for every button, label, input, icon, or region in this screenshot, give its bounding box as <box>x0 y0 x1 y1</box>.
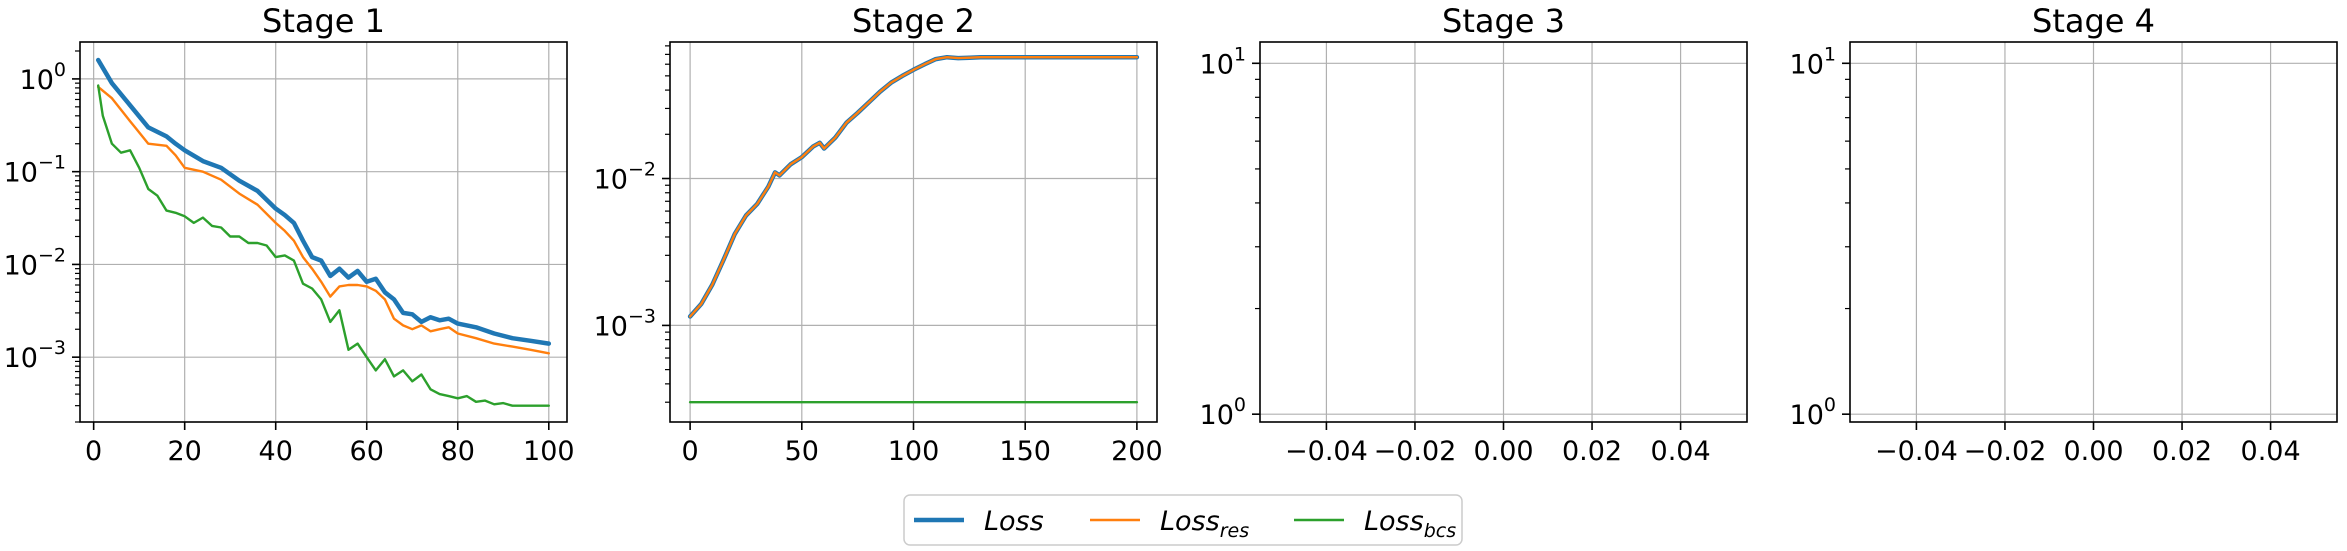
y-tick-label: 100 <box>1200 394 1246 431</box>
y-tick-base: 10 <box>4 343 38 374</box>
y-tick-base: 10 <box>1200 400 1234 431</box>
legend-entry-loss: Loss <box>914 506 1044 537</box>
y-tick-label: 10−3 <box>4 337 66 374</box>
y-tick-label: 101 <box>1200 43 1246 80</box>
subplot-title: Stage 1 <box>262 2 385 40</box>
legend-label-base: Loss <box>984 506 1044 537</box>
legend: Loss Lossres Lossbcs <box>903 494 1463 546</box>
x-tick-label: 50 <box>785 436 819 467</box>
y-tick-label: 100 <box>20 59 66 96</box>
x-tick-label: −0.02 <box>1374 436 1457 467</box>
y-tick-exponent: 0 <box>1824 394 1836 416</box>
x-tick-label: −0.04 <box>1875 436 1958 467</box>
subplots: Stage 10 20 40 60 80 10010−310−210−1100Stage … <box>4 2 2338 467</box>
y-tick-base: 10 <box>594 165 628 196</box>
y-tick-base: 10 <box>1790 49 1824 80</box>
x-tick-label: 0 <box>85 436 102 467</box>
series-line-loss_res <box>688 56 1139 318</box>
legend-box <box>903 494 1463 546</box>
series-group <box>95 57 552 407</box>
y-tick-label: 101 <box>1790 43 1836 80</box>
plot-frame <box>1849 41 2338 423</box>
y-tick-base: 10 <box>1200 49 1234 80</box>
x-tick-label: 0.02 <box>1562 436 1622 467</box>
legend-label-base: Loss <box>1364 506 1424 537</box>
y-tick-exponent: −3 <box>38 337 66 359</box>
legend-label: Lossbcs <box>1364 506 1456 542</box>
subplot-title: Stage 4 <box>2032 2 2155 40</box>
legend-label-subscript: res <box>1220 520 1250 542</box>
plot-frame <box>79 41 568 423</box>
y-tick-base: 10 <box>20 65 54 96</box>
y-tick-exponent: −3 <box>628 305 656 327</box>
y-tick-exponent: −1 <box>38 152 66 174</box>
plot-frame <box>669 41 1158 423</box>
x-tick-label: 0.04 <box>2241 436 2301 467</box>
y-tick-base: 10 <box>1790 400 1824 431</box>
y-tick-exponent: 0 <box>1234 394 1246 416</box>
plot-frame <box>1259 41 1748 423</box>
legend-label-subscript: bcs <box>1424 520 1457 542</box>
y-tick-base: 10 <box>594 311 628 342</box>
series-line-loss_res <box>96 85 550 355</box>
legend-label: Lossres <box>1160 506 1249 542</box>
x-tick-label: 150 <box>999 436 1051 467</box>
legend-label-base: Loss <box>1160 506 1220 537</box>
y-tick-exponent: 0 <box>54 59 66 81</box>
x-tick-label: 0.02 <box>2152 436 2212 467</box>
subplot-title: Stage 3 <box>1442 2 1565 40</box>
y-tick-exponent: −2 <box>628 159 656 181</box>
y-tick-label: 10−1 <box>4 152 66 189</box>
series-group <box>687 54 1140 404</box>
x-tick-label: 100 <box>888 436 940 467</box>
series-line-loss_bcs <box>96 84 550 407</box>
x-tick-label: 80 <box>441 436 475 467</box>
y-tick-exponent: 1 <box>1824 43 1836 65</box>
subplot-title: Stage 2 <box>852 2 975 40</box>
y-tick-base: 10 <box>4 158 38 189</box>
y-tick-label: 10−2 <box>4 244 66 281</box>
x-tick-label: 200 <box>1111 436 1163 467</box>
x-tick-label: 0.00 <box>1473 436 1533 467</box>
x-tick-label: 100 <box>523 436 575 467</box>
y-tick-label: 100 <box>1790 394 1836 431</box>
x-tick-label: 40 <box>259 436 293 467</box>
x-tick-label: 0 <box>682 436 699 467</box>
y-tick-label: 10−2 <box>594 159 656 196</box>
legend-entry-loss_res: Lossres <box>1090 506 1249 542</box>
legend-entry-loss_bcs: Lossbcs <box>1294 506 1456 542</box>
x-tick-label: 60 <box>350 436 384 467</box>
y-tick-label: 10−3 <box>594 305 656 342</box>
x-tick-label: 0.00 <box>2063 436 2123 467</box>
y-tick-exponent: 1 <box>1234 43 1246 65</box>
x-tick-label: −0.04 <box>1285 436 1368 467</box>
series-line-loss <box>95 57 552 346</box>
x-tick-label: 20 <box>168 436 202 467</box>
y-tick-base: 10 <box>4 250 38 281</box>
y-tick-exponent: −2 <box>38 244 66 266</box>
x-tick-label: 0.04 <box>1651 436 1711 467</box>
legend-label: Loss <box>984 506 1044 537</box>
x-tick-label: −0.02 <box>1964 436 2047 467</box>
